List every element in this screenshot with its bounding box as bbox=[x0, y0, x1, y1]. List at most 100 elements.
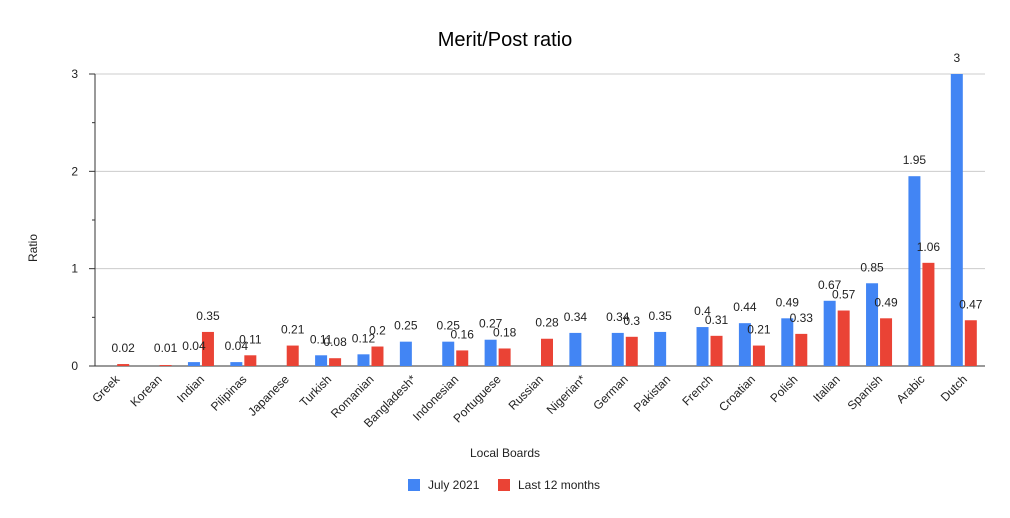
bar-july-2021 bbox=[187, 362, 200, 366]
y-tick-label: 1 bbox=[71, 262, 78, 276]
x-tick-label: Nigerian* bbox=[544, 372, 589, 417]
bar-july-2021 bbox=[654, 331, 667, 366]
bar-july-2021 bbox=[442, 341, 455, 366]
bar-last-12-months bbox=[244, 355, 257, 366]
y-tick-label: 0 bbox=[71, 359, 78, 373]
data-label: 0.33 bbox=[790, 311, 814, 325]
bar-last-12-months bbox=[922, 262, 935, 366]
legend: July 2021 Last 12 months bbox=[408, 478, 600, 492]
data-label: 3 bbox=[953, 51, 960, 65]
data-label: 0.57 bbox=[832, 288, 856, 302]
bar-last-12-months bbox=[201, 331, 214, 366]
x-tick-label: Dutch bbox=[938, 372, 970, 404]
bar-july-2021 bbox=[569, 332, 582, 366]
data-label: 0.47 bbox=[959, 297, 983, 311]
x-tick-label: Spanish bbox=[845, 372, 886, 413]
data-label: 0.11 bbox=[310, 332, 333, 346]
x-tick-label: Pakistan bbox=[631, 372, 673, 414]
bar-last-12-months bbox=[625, 336, 638, 366]
data-label: 1.95 bbox=[903, 153, 927, 167]
bar-last-12-months bbox=[964, 320, 977, 366]
data-label: 0.08 bbox=[323, 335, 347, 349]
data-label: 0.35 bbox=[196, 309, 220, 323]
y-axis-title: Ratio bbox=[26, 234, 40, 262]
data-label: 0.35 bbox=[648, 309, 672, 323]
bar-last-12-months bbox=[710, 335, 723, 366]
bar-last-12-months bbox=[880, 318, 893, 366]
bar-july-2021 bbox=[484, 339, 497, 366]
bar-july-2021 bbox=[738, 323, 751, 366]
bar-last-12-months bbox=[456, 350, 469, 366]
legend-label: July 2021 bbox=[428, 478, 480, 492]
bars bbox=[117, 74, 977, 366]
data-label: 0.34 bbox=[606, 310, 630, 324]
bar-last-12-months bbox=[752, 345, 765, 366]
legend-swatch-last-12-months bbox=[498, 479, 510, 491]
data-label: 0.2 bbox=[369, 324, 386, 338]
bar-july-2021 bbox=[908, 176, 921, 366]
data-label: 0.25 bbox=[437, 319, 461, 333]
data-labels: 0.02 0.01 0.040.350.040.110.210.110.08 0.12… bbox=[112, 51, 983, 355]
x-axis-title: Local Boards bbox=[470, 446, 540, 460]
data-label: 1.06 bbox=[917, 240, 941, 254]
bar-last-12-months bbox=[498, 348, 511, 366]
chart-title: Merit/Post ratio bbox=[438, 29, 572, 51]
bar-last-12-months bbox=[541, 338, 553, 366]
x-tick-label: Russian bbox=[506, 372, 547, 413]
data-label: 0.4 bbox=[694, 304, 711, 318]
y-tick-label: 2 bbox=[71, 164, 78, 178]
bar-july-2021 bbox=[781, 318, 794, 366]
data-label: 0.04 bbox=[182, 339, 206, 353]
x-tick-label: Japanese bbox=[245, 372, 292, 419]
legend-swatch-july-2021 bbox=[408, 479, 420, 491]
data-label: 0.12 bbox=[352, 331, 376, 345]
bar-july-2021 bbox=[315, 355, 328, 366]
x-tick-label: Croatian bbox=[716, 372, 758, 414]
x-tick-label: Italian bbox=[810, 372, 843, 405]
data-label: 0.34 bbox=[564, 310, 588, 324]
bar-last-12-months bbox=[837, 310, 850, 366]
bar-last-12-months bbox=[159, 365, 172, 366]
bar-last-12-months bbox=[117, 364, 130, 366]
data-label: 0.28 bbox=[535, 316, 559, 330]
data-label: 0.85 bbox=[860, 260, 884, 274]
data-label: 0.11 bbox=[239, 332, 262, 346]
bar-july-2021 bbox=[696, 327, 709, 366]
y-axis: 0 1 2 3 bbox=[71, 67, 96, 373]
data-label: 0.49 bbox=[874, 295, 898, 309]
y-tick-label: 3 bbox=[71, 67, 78, 81]
x-tick-label: Turkish bbox=[297, 372, 334, 409]
data-label: 0.67 bbox=[818, 278, 842, 292]
bar-last-12-months bbox=[329, 358, 342, 366]
legend-label: Last 12 months bbox=[518, 478, 600, 492]
x-tick-label: Indian bbox=[174, 372, 207, 405]
data-label: 0.21 bbox=[747, 323, 771, 337]
data-label: 0.49 bbox=[776, 295, 800, 309]
bar-july-2021 bbox=[611, 332, 624, 366]
x-tick-label: Greek bbox=[89, 372, 123, 406]
bar-july-2021 bbox=[866, 283, 879, 366]
data-label: 0.27 bbox=[479, 317, 503, 331]
data-label: 0.44 bbox=[733, 300, 757, 314]
x-tick-label: Arabic bbox=[894, 372, 928, 406]
bar-july-2021 bbox=[230, 362, 243, 366]
bar-last-12-months bbox=[795, 333, 808, 366]
data-label: 0.16 bbox=[451, 327, 475, 341]
data-label: 0.02 bbox=[112, 341, 136, 355]
data-label: 0.04 bbox=[225, 339, 249, 353]
data-label: 0.21 bbox=[281, 323, 305, 337]
grid-layer bbox=[95, 73, 985, 367]
data-label: 0.3 bbox=[623, 314, 640, 328]
x-tick-label: Polish bbox=[767, 372, 800, 405]
bar-july-2021 bbox=[950, 74, 963, 366]
x-tick-label: Pilipinas bbox=[208, 372, 250, 414]
x-tick-label: Korean bbox=[127, 372, 164, 409]
bar-july-2021 bbox=[823, 300, 836, 366]
bar-july-2021 bbox=[357, 354, 370, 366]
x-tick-label: German bbox=[590, 372, 631, 413]
data-label: 0.25 bbox=[394, 319, 418, 333]
data-label: 0.31 bbox=[705, 313, 729, 327]
bar-last-12-months bbox=[371, 346, 384, 366]
